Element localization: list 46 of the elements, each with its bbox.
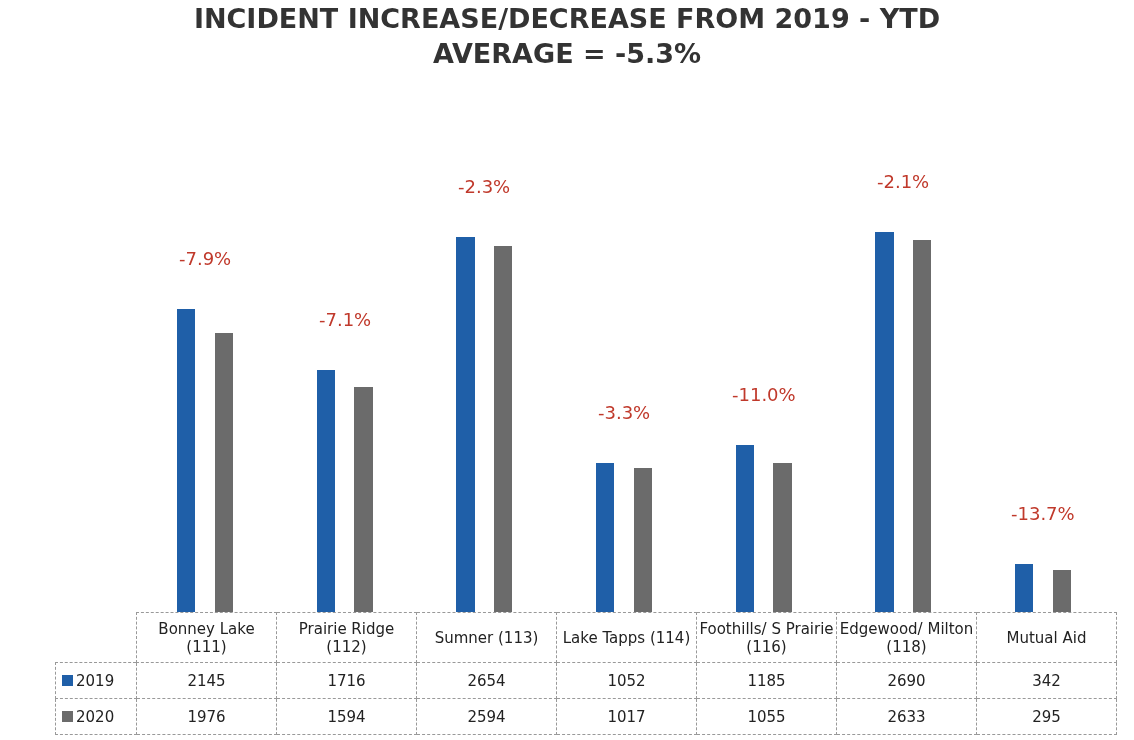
bar <box>1015 564 1033 612</box>
data-label: 1976 <box>136 698 277 735</box>
data-label: 1594 <box>276 698 417 735</box>
annotation: -7.9% <box>179 248 232 269</box>
annotation: -7.1% <box>319 309 372 330</box>
legend-label: 2019 <box>55 662 137 699</box>
x-tick-label: Prairie Ridge (112) <box>276 612 417 663</box>
data-label: 1185 <box>696 662 837 699</box>
data-label: 342 <box>976 662 1117 699</box>
bar <box>736 445 754 612</box>
bar <box>913 240 931 612</box>
bar <box>596 463 614 612</box>
bar <box>177 309 195 612</box>
bar <box>354 387 373 612</box>
bar <box>875 232 894 612</box>
x-tick-label: Edgewood/ Milton (118) <box>836 612 977 663</box>
data-label: 295 <box>976 698 1117 735</box>
bar <box>215 333 233 612</box>
data-label: 1716 <box>276 662 417 699</box>
data-label: 2633 <box>836 698 977 735</box>
bar <box>456 237 475 612</box>
legend-label: 2020 <box>55 698 137 735</box>
data-label: 2654 <box>416 662 557 699</box>
data-label: 1055 <box>696 698 837 735</box>
x-tick-label: Bonney Lake (111) <box>136 612 277 663</box>
x-tick-label: Mutual Aid <box>976 612 1117 663</box>
text: -2.3% <box>458 176 511 197</box>
bar <box>1053 570 1071 612</box>
bar <box>634 468 652 612</box>
data-label: 2594 <box>416 698 557 735</box>
annotation: -3.3% <box>598 402 651 423</box>
chart-title: INCIDENT INCREASE/DECREASE FROM 2019 - YTD <box>193 2 941 34</box>
bar <box>494 246 512 612</box>
data-label: 1052 <box>556 662 697 699</box>
data-label: 2690 <box>836 662 977 699</box>
chart-subtitle: AVERAGE = -5.3% <box>432 37 702 69</box>
annotation: -11.0% <box>732 384 796 405</box>
annotation: -13.7% <box>1011 503 1075 524</box>
text: -2.1% <box>877 171 930 192</box>
bar <box>317 370 335 612</box>
data-label: 1017 <box>556 698 697 735</box>
x-tick-label: Sumner (113) <box>416 612 557 663</box>
x-tick-label: Foothills/ S Prairie (116) <box>696 612 837 663</box>
bar <box>773 463 792 612</box>
x-tick-label: Lake Tapps (114) <box>556 612 697 663</box>
data-label: 2145 <box>136 662 277 699</box>
